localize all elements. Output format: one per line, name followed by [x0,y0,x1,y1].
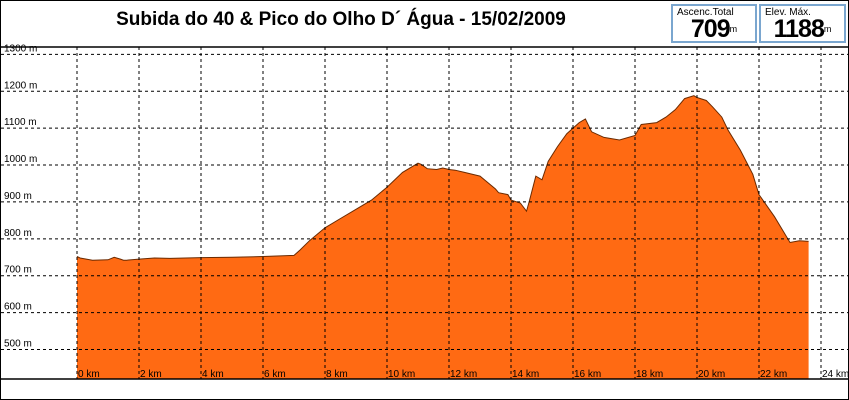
x-tick-label: 24 km [822,369,848,380]
elevation-line [76,95,809,261]
y-tick-label: 900 m [4,191,32,202]
max-elevation-value: 1188 [773,15,825,43]
x-tick-label: 2 km [140,369,162,380]
x-tick-label: 18 km [636,369,663,380]
chart-title: Subida do 40 & Pico do Olho D´ Água - 15… [116,9,566,30]
y-tick-label: 500 m [4,338,32,349]
max-elevation-unit: m [823,24,832,34]
total-ascent-unit: m [729,24,738,34]
total-ascent-box: Ascenc.Total 709m [671,4,757,43]
y-tick-label: 700 m [4,265,32,276]
x-tick-label: 4 km [202,369,224,380]
elevation-area [77,95,809,379]
x-tick-label: 8 km [326,369,348,380]
x-tick-label: 22 km [760,369,787,380]
max-elevation-box: Elev. Máx. 1188m [759,4,846,43]
total-ascent-value: 709 [690,15,731,43]
y-tick-label: 600 m [4,302,32,313]
x-tick-label: 10 km [388,369,415,380]
x-tick-label: 12 km [450,369,477,380]
y-tick-label: 800 m [4,228,32,239]
x-tick-label: 20 km [698,369,725,380]
x-tick-label: 14 km [512,369,539,380]
x-tick-label: 0 km [78,369,100,380]
total-ascent-value-wrap: 709m [673,16,755,42]
max-elevation-value-wrap: 1188m [761,16,844,42]
y-tick-label: 1000 m [4,154,37,165]
total-ascent-label: Ascenc.Total [677,7,734,18]
x-tick-label: 6 km [264,369,286,380]
y-tick-label: 1200 m [4,80,37,91]
x-tick-label: 16 km [574,369,601,380]
y-tick-label: 1300 m [4,43,37,54]
y-tick-label: 1100 m [4,117,37,128]
max-elevation-label: Elev. Máx. [765,7,811,18]
